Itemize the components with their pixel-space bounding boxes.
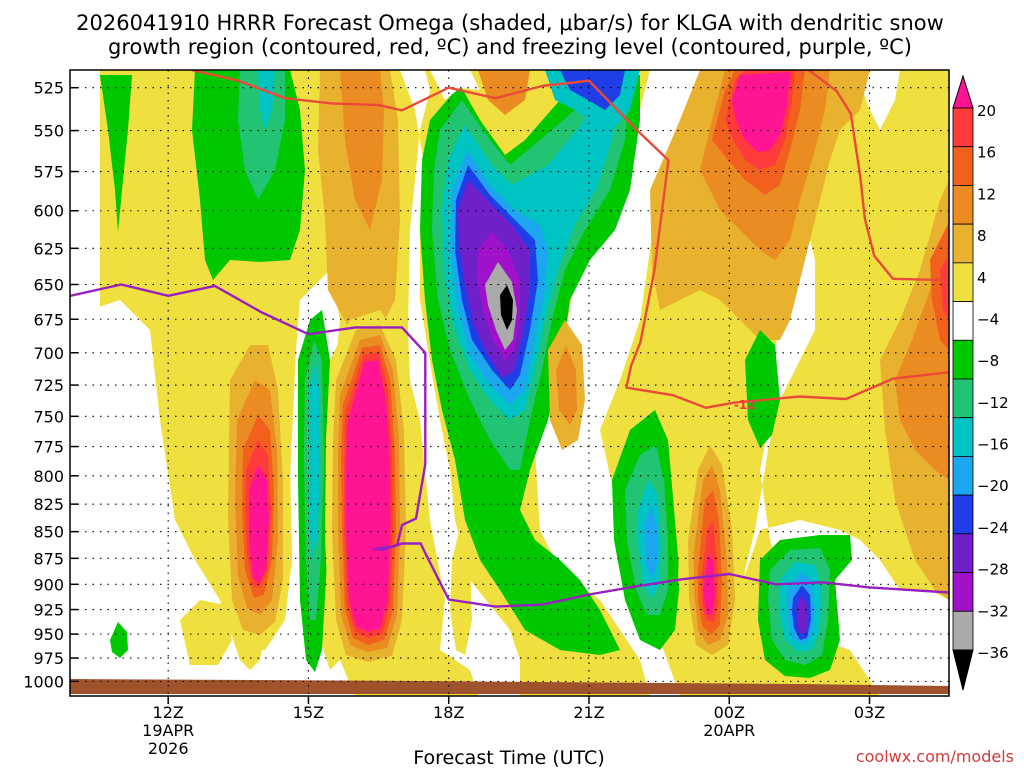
colorbar-swatch xyxy=(952,339,974,380)
omega-fill-orange3-right xyxy=(930,225,949,350)
contour-line xyxy=(191,70,949,409)
omega-fill-orange2-upper xyxy=(340,70,384,230)
y-tick-label: 875 xyxy=(33,549,64,568)
colorbar-label: −20 xyxy=(977,477,1009,495)
omega-fill-yellow-left-low xyxy=(180,600,232,665)
colorbar-swatch xyxy=(952,494,974,535)
colorbar-top-arrow xyxy=(952,74,974,109)
chart-title-line1: 2026041910 HRRR Forecast Omega (shaded, … xyxy=(76,11,944,35)
ground-surface xyxy=(70,679,949,694)
omega-fill-cyan-col15 xyxy=(309,360,320,560)
colorbar-swatch xyxy=(952,417,974,457)
contour-label: -12 xyxy=(734,398,756,412)
y-tick-label: 750 xyxy=(33,407,64,426)
omega-fill-red-right xyxy=(940,255,949,320)
omega-fill-magenta-23z xyxy=(703,555,715,615)
plot-frame xyxy=(69,69,950,697)
y-tick-label: 700 xyxy=(33,344,64,363)
omega-fill-magenta-left xyxy=(249,465,269,583)
x-tick-label: 00Z xyxy=(714,703,745,722)
omega-fill-green-11z xyxy=(110,622,128,658)
colorbar-label: 8 xyxy=(977,227,987,245)
colorbar-label: 12 xyxy=(977,185,996,203)
colorbar-label: −8 xyxy=(977,352,999,370)
omega-fill-white-top xyxy=(430,70,480,100)
y-tick-label: 925 xyxy=(33,601,64,620)
omega-fill-white-center xyxy=(520,70,700,696)
omega-fill-green-col1 xyxy=(100,75,132,232)
omega-fill-cyan-area xyxy=(258,70,275,130)
omega-fill-purple-01z xyxy=(797,595,808,635)
colorbar-label: 16 xyxy=(977,144,996,162)
y-tick-label: 675 xyxy=(33,310,64,329)
colorbar-swatch xyxy=(952,107,974,148)
y-tick-label: 550 xyxy=(33,122,64,141)
chart-title-line2: growth region (contoured, red, ºC) and f… xyxy=(108,35,912,59)
omega-fill-green-00z xyxy=(745,330,780,448)
colorbar-swatch xyxy=(952,223,974,264)
colorbar: 20 16 12 8 4 −4 −8 −12 −16 −20 −24 −28 −32 −36 xyxy=(952,74,1009,691)
colorbar-label: 20 xyxy=(977,102,996,120)
colorbar-label: 4 xyxy=(977,269,987,287)
y-tick-label: 525 xyxy=(33,79,64,98)
contour-line xyxy=(807,70,949,282)
x-tick-date: 19APR xyxy=(142,721,194,740)
colorbar-swatch xyxy=(952,533,974,573)
contour-line xyxy=(70,283,949,608)
y-tick-label: 825 xyxy=(33,495,64,514)
y-tick-label: 1000 xyxy=(23,672,64,691)
omega-fill-magenta-col16 xyxy=(346,360,390,632)
x-tick-label: 15Z xyxy=(293,703,324,722)
y-tick-label: 725 xyxy=(33,376,64,395)
omega-fill-magenta-r1 xyxy=(732,72,790,152)
y-tick-label: 625 xyxy=(33,239,64,258)
omega-fill-black-center xyxy=(500,285,513,330)
colorbar-swatch xyxy=(952,456,974,496)
colorbar-swatch xyxy=(952,262,974,302)
x-tick-year: 2026 xyxy=(148,739,189,758)
x-tick-label: 18Z xyxy=(433,703,464,722)
colorbar-bottom-arrow xyxy=(952,649,974,691)
x-tick-label: 21Z xyxy=(573,703,604,722)
y-axis: 525 550 575 600 625 650 675 700 725 750 775 800 825 8… xyxy=(23,79,78,691)
colorbar-swatch xyxy=(952,185,974,225)
x-axis-title: Forecast Time (UTC) xyxy=(413,747,604,768)
contour-lines: -12 xyxy=(70,70,949,608)
colorbar-swatch xyxy=(952,610,974,651)
y-tick-label: 600 xyxy=(33,202,64,221)
omega-fill-teal-area xyxy=(238,70,285,200)
omega-fill-orange-top xyxy=(478,70,530,115)
colorbar-swatch xyxy=(952,378,974,419)
omega-fill-lightblue-22z xyxy=(644,505,657,580)
x-tick-label: 03Z xyxy=(854,703,885,722)
colorbar-swatch xyxy=(952,572,974,612)
colorbar-label: −16 xyxy=(977,436,1009,454)
y-tick-label: 975 xyxy=(33,649,64,668)
y-tick-label: 650 xyxy=(33,275,64,294)
x-tick-label: 12Z xyxy=(153,703,184,722)
y-tick-label: 900 xyxy=(33,575,64,594)
y-tick-label: 775 xyxy=(33,438,64,457)
colorbar-label: −24 xyxy=(977,519,1009,537)
credit-text: coolwx.com/models xyxy=(856,747,1014,766)
omega-shading xyxy=(70,70,949,696)
y-tick-label: 800 xyxy=(33,467,64,486)
colorbar-label: −4 xyxy=(977,310,999,328)
y-tick-label: 850 xyxy=(33,523,64,542)
colorbar-label: −12 xyxy=(977,394,1009,412)
omega-fill-yellow-18z xyxy=(450,520,472,655)
colorbar-swatch xyxy=(952,301,974,341)
x-tick-date: 20APR xyxy=(703,721,755,740)
colorbar-label: −36 xyxy=(977,644,1009,662)
colorbar-swatch xyxy=(952,146,974,186)
colorbar-label: −32 xyxy=(977,602,1009,620)
y-tick-label: 575 xyxy=(33,163,64,182)
colorbar-label: −28 xyxy=(977,561,1009,579)
y-tick-label: 950 xyxy=(33,625,64,644)
